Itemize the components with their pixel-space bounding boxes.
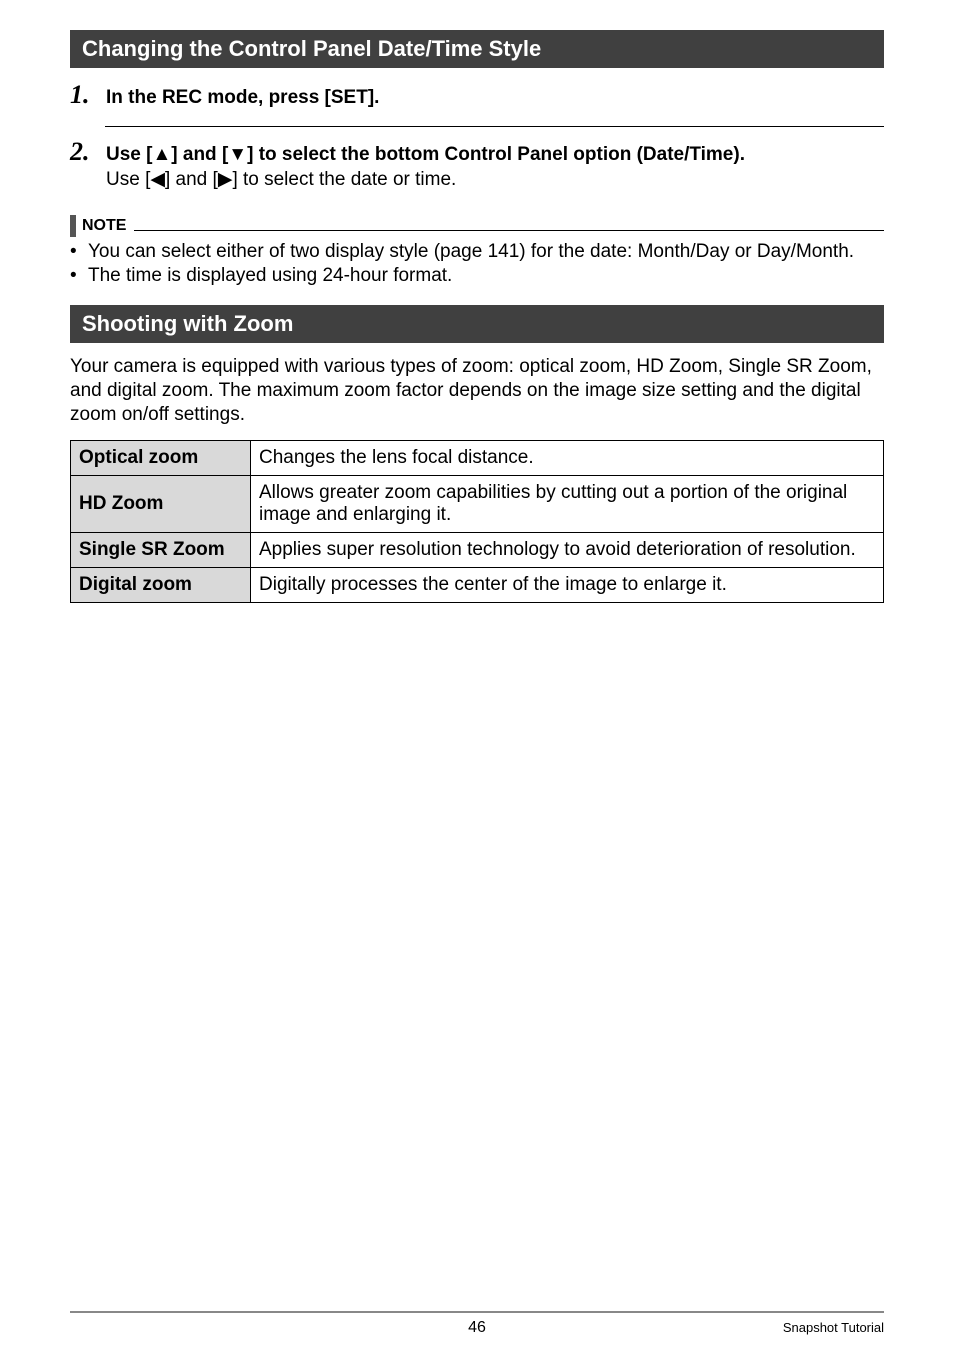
- section-heading-date-time: Changing the Control Panel Date/Time Sty…: [70, 30, 884, 68]
- bullet-icon: •: [70, 241, 88, 263]
- note-block: NOTE • You can select either of two disp…: [70, 215, 884, 287]
- table-row: Optical zoom Changes the lens focal dist…: [71, 441, 884, 476]
- footer-label: Snapshot Tutorial: [783, 1320, 884, 1335]
- note-bullet-2-text: The time is displayed using 24-hour form…: [88, 265, 452, 287]
- bullet-icon: •: [70, 265, 88, 287]
- step-1-body: In the REC mode, press [SET].: [106, 87, 884, 109]
- table-row: HD Zoom Allows greater zoom capabilities…: [71, 476, 884, 533]
- text: Use [: [106, 144, 152, 165]
- page: Changing the Control Panel Date/Time Sty…: [0, 0, 954, 1357]
- zoom-row-name: Digital zoom: [71, 568, 251, 603]
- text: ] and [: [165, 169, 218, 190]
- zoom-row-desc: Applies super resolution technology to a…: [251, 533, 884, 568]
- step-2: 2. Use [▲] and [▼] to select the bottom …: [70, 137, 884, 197]
- section-heading-zoom: Shooting with Zoom: [70, 305, 884, 343]
- note-bullet-1: • You can select either of two display s…: [70, 241, 884, 263]
- text: Use [: [106, 169, 150, 190]
- table-row: Single SR Zoom Applies super resolution …: [71, 533, 884, 568]
- step-1: 1. In the REC mode, press [SET].: [70, 80, 884, 116]
- up-arrow-icon: ▲: [152, 144, 171, 165]
- right-arrow-icon: ▶: [218, 169, 233, 190]
- note-rule: [134, 230, 884, 231]
- zoom-row-desc: Changes the lens focal distance.: [251, 441, 884, 476]
- text: ] and [: [171, 144, 228, 165]
- zoom-intro-text: Your camera is equipped with various typ…: [70, 355, 884, 426]
- page-number: 46: [468, 1319, 486, 1337]
- zoom-table: Optical zoom Changes the lens focal dist…: [70, 440, 884, 603]
- step-divider: [105, 126, 884, 127]
- zoom-row-desc: Allows greater zoom capabilities by cutt…: [251, 476, 884, 533]
- note-bullet-1-text: You can select either of two display sty…: [88, 241, 854, 263]
- text: ] to select the bottom Control Panel opt…: [247, 144, 745, 165]
- zoom-row-name: Single SR Zoom: [71, 533, 251, 568]
- footer-spacer: Snapshot Tutorial: [486, 1319, 884, 1337]
- note-bar-icon: [70, 215, 76, 237]
- step-2-title: Use [▲] and [▼] to select the bottom Con…: [106, 144, 745, 165]
- table-row: Digital zoom Digitally processes the cen…: [71, 568, 884, 603]
- step-1-title: In the REC mode, press [SET].: [106, 87, 379, 108]
- step-2-body: Use [▲] and [▼] to select the bottom Con…: [106, 144, 884, 191]
- text: ] to select the date or time.: [232, 169, 456, 190]
- note-heading: NOTE: [70, 215, 884, 237]
- note-bullet-2: • The time is displayed using 24-hour fo…: [70, 265, 884, 287]
- zoom-row-desc: Digitally processes the center of the im…: [251, 568, 884, 603]
- left-arrow-icon: ◀: [150, 169, 165, 190]
- down-arrow-icon: ▼: [228, 144, 247, 165]
- zoom-row-name: HD Zoom: [71, 476, 251, 533]
- note-bullets: • You can select either of two display s…: [70, 241, 884, 287]
- step-2-number: 2.: [70, 137, 106, 167]
- page-footer: 46 Snapshot Tutorial: [70, 1311, 884, 1337]
- footer-inner: 46 Snapshot Tutorial: [70, 1313, 884, 1337]
- note-label: NOTE: [82, 217, 126, 235]
- step-2-subtext: Use [◀] and [▶] to select the date or ti…: [106, 168, 884, 191]
- step-1-number: 1.: [70, 80, 106, 110]
- zoom-row-name: Optical zoom: [71, 441, 251, 476]
